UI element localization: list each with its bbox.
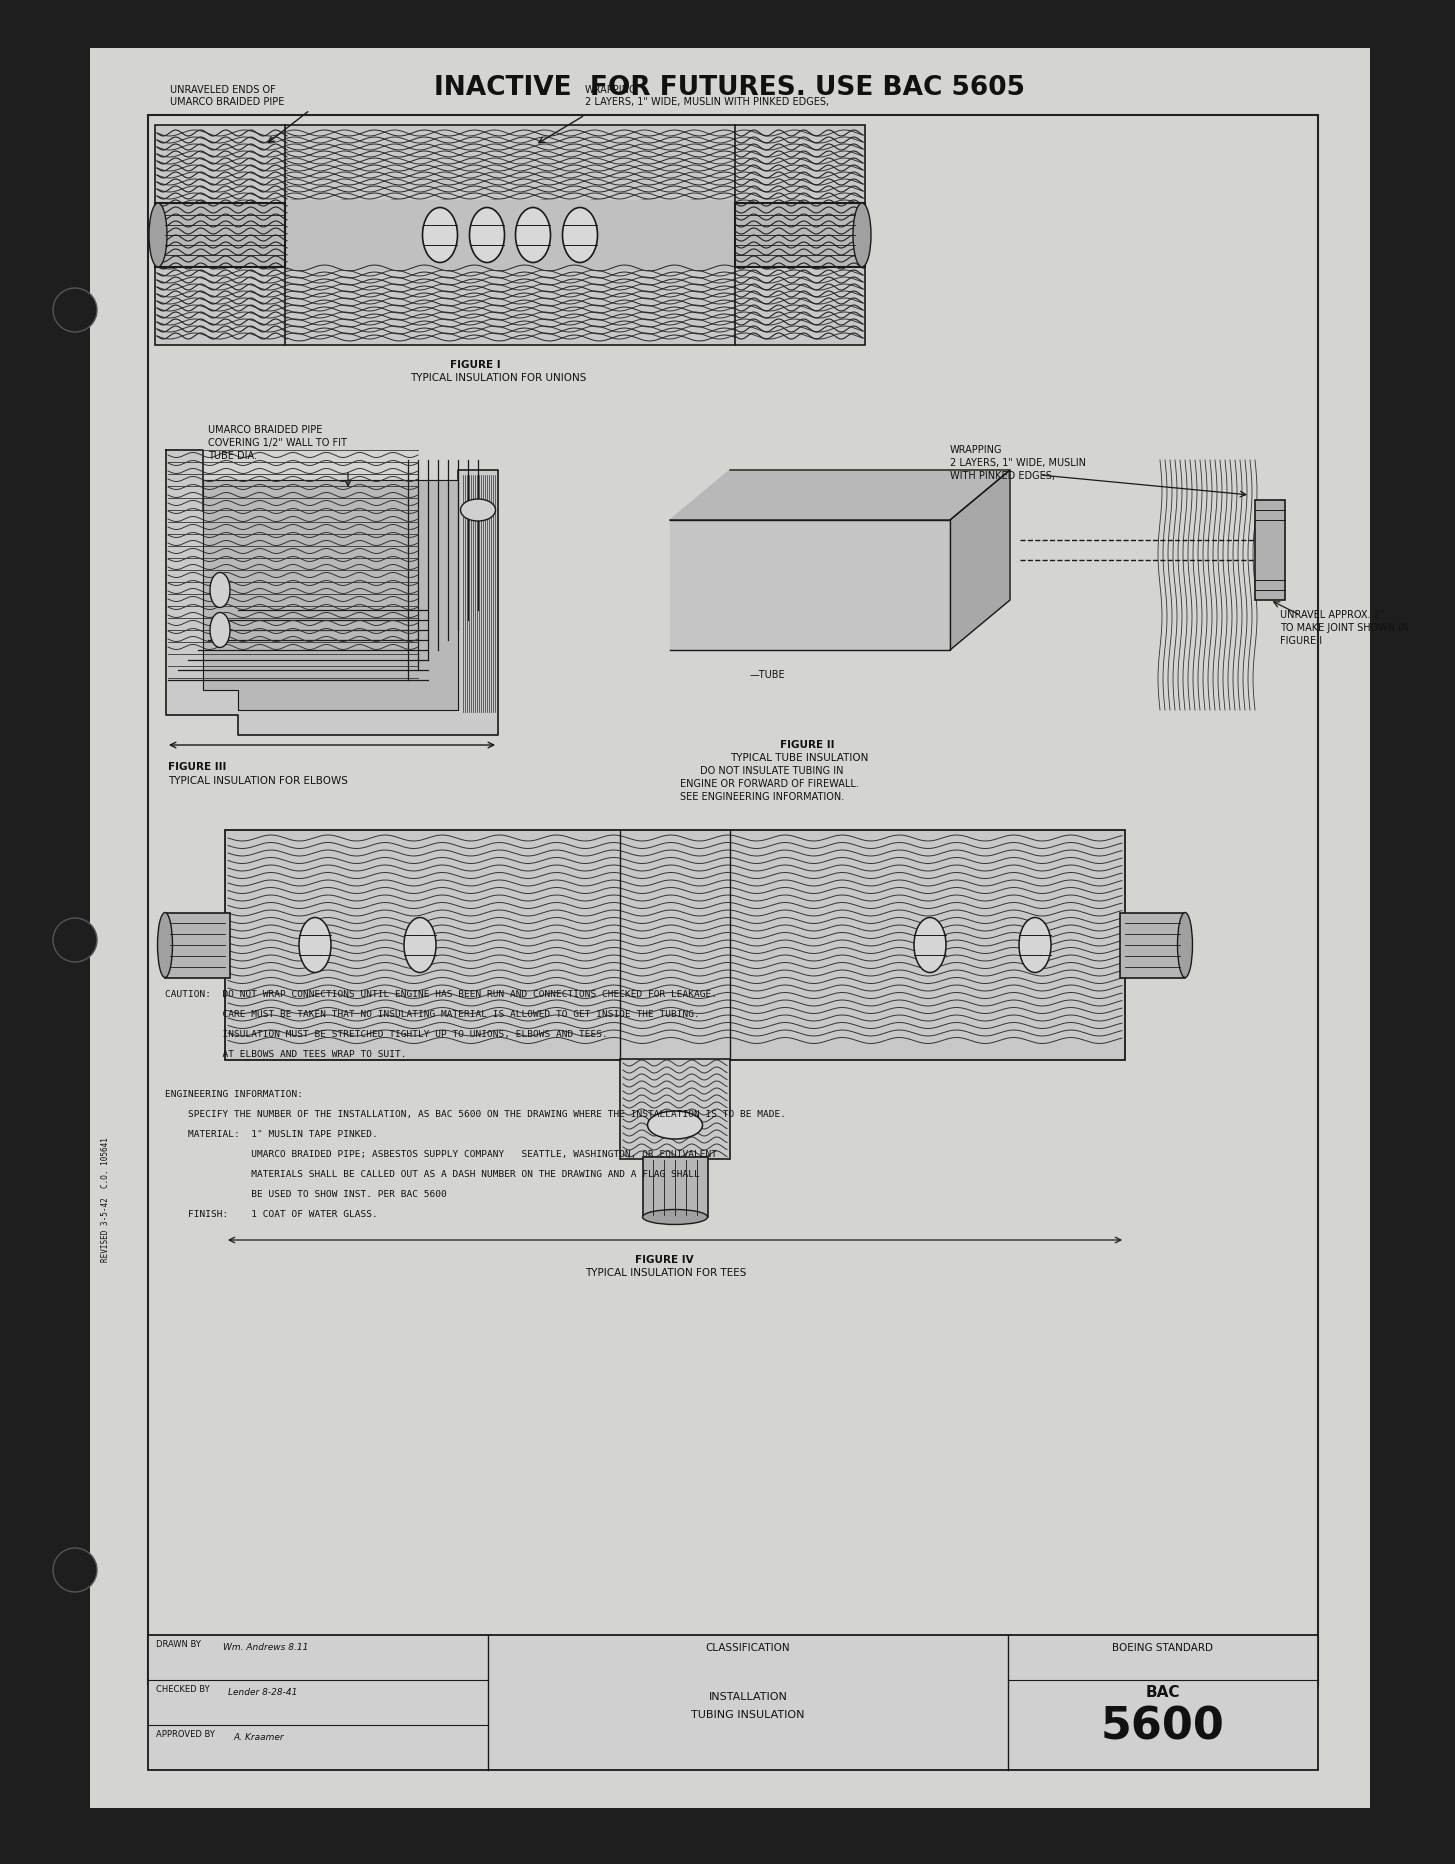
Text: UNRAVEL APPROX. 2": UNRAVEL APPROX. 2": [1280, 610, 1384, 621]
Bar: [1120, 913, 1184, 979]
Text: TUBE DIA.: TUBE DIA.: [208, 451, 258, 460]
Text: WITH PINKED EDGES,: WITH PINKED EDGES,: [950, 472, 1055, 481]
Text: FIGURE III: FIGURE III: [167, 762, 227, 772]
Text: BE USED TO SHOW INST. PER BAC 5600: BE USED TO SHOW INST. PER BAC 5600: [164, 1189, 447, 1199]
Text: 5600: 5600: [1101, 1706, 1225, 1748]
Bar: [148, 1635, 1318, 1771]
Text: CHECKED BY: CHECKED BY: [156, 1685, 210, 1694]
Polygon shape: [950, 470, 1010, 651]
Bar: [643, 1158, 709, 1217]
Text: Lender 8-28-41: Lender 8-28-41: [228, 1689, 297, 1696]
Text: BOEING STANDARD: BOEING STANDARD: [1113, 1642, 1213, 1653]
Text: CLASSIFICATION: CLASSIFICATION: [706, 1642, 790, 1653]
Bar: [285, 199, 735, 270]
Text: WRAPPING: WRAPPING: [950, 445, 1002, 455]
Text: REVISED 3-5-42  C.O. 105641: REVISED 3-5-42 C.O. 105641: [100, 1137, 109, 1262]
Text: INSTALLATION: INSTALLATION: [709, 1693, 787, 1702]
Text: TYPICAL INSULATION FOR UNIONS: TYPICAL INSULATION FOR UNIONS: [410, 373, 586, 382]
Ellipse shape: [563, 207, 598, 263]
Ellipse shape: [914, 917, 946, 973]
Text: FINISH:    1 COAT OF WATER GLASS.: FINISH: 1 COAT OF WATER GLASS.: [164, 1210, 378, 1219]
Text: WRAPPING: WRAPPING: [585, 86, 637, 95]
Text: UMARCO BRAIDED PIPE; ASBESTOS SUPPLY COMPANY   SEATTLE, WASHINGTON, OR EQUIVALEN: UMARCO BRAIDED PIPE; ASBESTOS SUPPLY COM…: [164, 1150, 717, 1159]
Text: AT ELBOWS AND TEES WRAP TO SUIT.: AT ELBOWS AND TEES WRAP TO SUIT.: [164, 1049, 406, 1059]
Text: 2 LAYERS, 1" WIDE, MUSLIN: 2 LAYERS, 1" WIDE, MUSLIN: [950, 459, 1085, 468]
Ellipse shape: [643, 1210, 707, 1225]
Bar: [164, 913, 230, 979]
Bar: [90, 48, 1371, 1808]
Polygon shape: [669, 520, 950, 651]
Bar: [620, 1059, 730, 1159]
Ellipse shape: [148, 203, 167, 267]
Text: UMARCO BRAIDED PIPE: UMARCO BRAIDED PIPE: [208, 425, 323, 434]
Ellipse shape: [470, 207, 505, 263]
Bar: [156, 203, 285, 267]
Circle shape: [52, 1547, 97, 1592]
Polygon shape: [669, 470, 1010, 520]
Text: COVERING 1/2" WALL TO FIT: COVERING 1/2" WALL TO FIT: [208, 438, 346, 447]
Text: DRAWN BY: DRAWN BY: [156, 1640, 201, 1650]
Text: FIGURE I: FIGURE I: [450, 360, 501, 369]
Ellipse shape: [404, 917, 436, 973]
Text: SEE ENGINEERING INFORMATION.: SEE ENGINEERING INFORMATION.: [679, 792, 844, 802]
Text: UMARCO BRAIDED PIPE: UMARCO BRAIDED PIPE: [170, 97, 284, 106]
Text: FIGURE II: FIGURE II: [780, 740, 835, 749]
Ellipse shape: [210, 613, 230, 647]
Polygon shape: [204, 481, 458, 710]
Ellipse shape: [157, 913, 173, 977]
Bar: [226, 829, 1125, 1061]
Text: FIGURE I: FIGURE I: [1280, 636, 1323, 647]
Bar: [1256, 500, 1285, 600]
Text: INSULATION MUST BE STRETCHED TIGHTLY UP TO UNIONS, ELBOWS AND TEES.: INSULATION MUST BE STRETCHED TIGHTLY UP …: [164, 1031, 608, 1038]
Circle shape: [52, 917, 97, 962]
Bar: [148, 116, 1318, 1685]
Text: TYPICAL TUBE INSULATION: TYPICAL TUBE INSULATION: [730, 753, 869, 762]
Text: FIGURE IV: FIGURE IV: [634, 1254, 694, 1266]
Text: DO NOT INSULATE TUBING IN: DO NOT INSULATE TUBING IN: [700, 766, 844, 775]
Text: CARE MUST BE TAKEN THAT NO INSULATING MATERIAL IS ALLOWED TO GET INSIDE THE TUBI: CARE MUST BE TAKEN THAT NO INSULATING MA…: [164, 1010, 700, 1020]
Text: —TUBE: —TUBE: [749, 669, 786, 680]
Text: 2 LAYERS, 1" WIDE, MUSLIN WITH PINKED EDGES,: 2 LAYERS, 1" WIDE, MUSLIN WITH PINKED ED…: [585, 97, 829, 106]
Ellipse shape: [515, 207, 550, 263]
Text: MATERIALS SHALL BE CALLED OUT AS A DASH NUMBER ON THE DRAWING AND A FLAG SHALL: MATERIALS SHALL BE CALLED OUT AS A DASH …: [164, 1171, 700, 1180]
Ellipse shape: [460, 500, 496, 522]
Text: CAUTION:  DO NOT WRAP CONNECTIONS UNTIL ENGINE HAS BEEN RUN AND CONNECTIONS CHEC: CAUTION: DO NOT WRAP CONNECTIONS UNTIL E…: [164, 990, 717, 999]
Text: ENGINEERING INFORMATION:: ENGINEERING INFORMATION:: [164, 1090, 303, 1100]
Ellipse shape: [1018, 917, 1051, 973]
Ellipse shape: [647, 1111, 703, 1139]
Text: TYPICAL INSULATION FOR TEES: TYPICAL INSULATION FOR TEES: [585, 1268, 746, 1279]
Text: ENGINE OR FORWARD OF FIREWALL.: ENGINE OR FORWARD OF FIREWALL.: [679, 779, 858, 788]
Circle shape: [52, 289, 97, 332]
Ellipse shape: [298, 917, 330, 973]
Ellipse shape: [1177, 913, 1193, 977]
Text: TUBING INSULATION: TUBING INSULATION: [691, 1709, 805, 1720]
Ellipse shape: [422, 207, 457, 263]
Text: MATERIAL:  1" MUSLIN TAPE PINKED.: MATERIAL: 1" MUSLIN TAPE PINKED.: [164, 1130, 378, 1139]
Ellipse shape: [853, 203, 872, 267]
Text: A. Kraamer: A. Kraamer: [233, 1734, 284, 1743]
Text: INACTIVE  FOR FUTURES. USE BAC 5605: INACTIVE FOR FUTURES. USE BAC 5605: [435, 75, 1026, 101]
Text: BAC: BAC: [1145, 1685, 1180, 1700]
Polygon shape: [166, 449, 498, 734]
Ellipse shape: [210, 572, 230, 608]
Text: UNRAVELED ENDS OF: UNRAVELED ENDS OF: [170, 86, 276, 95]
Bar: [156, 125, 866, 345]
Text: TO MAKE JOINT SHOWN IN: TO MAKE JOINT SHOWN IN: [1280, 623, 1408, 634]
Text: Wm. Andrews 8.11: Wm. Andrews 8.11: [223, 1642, 308, 1652]
Bar: [735, 203, 866, 267]
Text: SPECIFY THE NUMBER OF THE INSTALLATION, AS BAC 5600 ON THE DRAWING WHERE THE INS: SPECIFY THE NUMBER OF THE INSTALLATION, …: [164, 1109, 786, 1118]
Text: APPROVED BY: APPROVED BY: [156, 1730, 215, 1739]
Text: TYPICAL INSULATION FOR ELBOWS: TYPICAL INSULATION FOR ELBOWS: [167, 775, 348, 787]
